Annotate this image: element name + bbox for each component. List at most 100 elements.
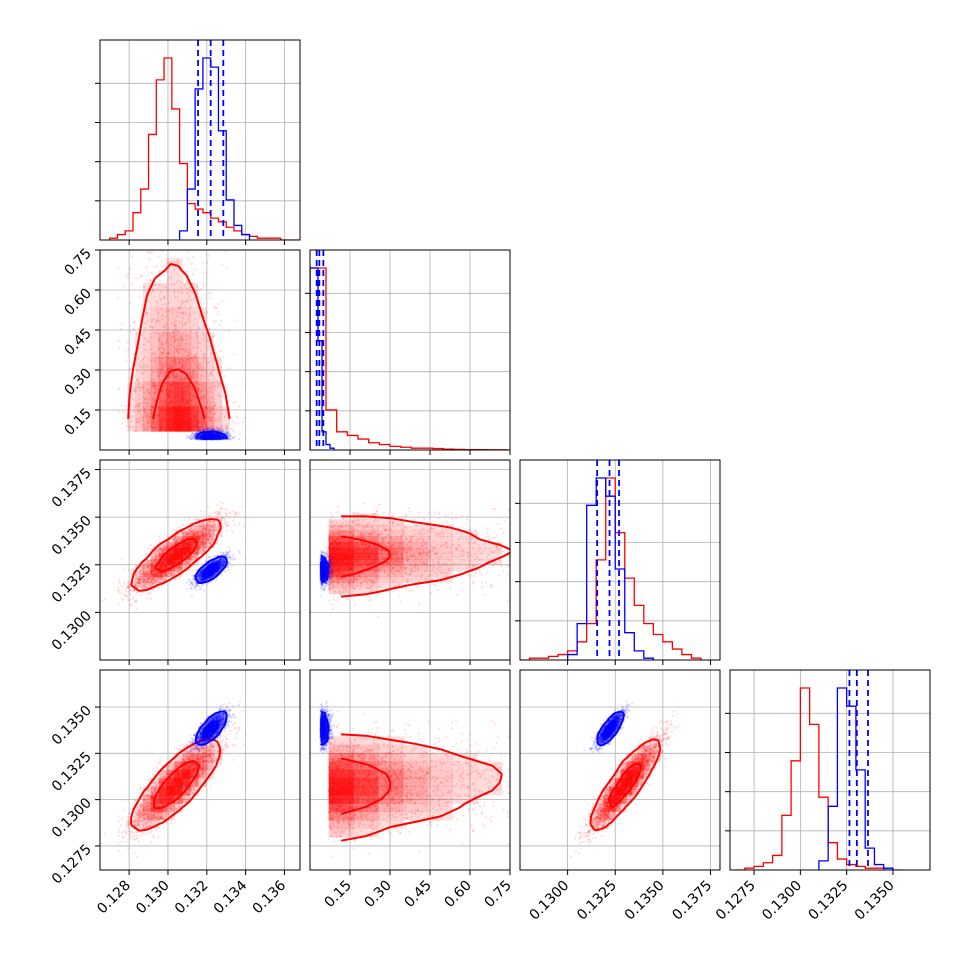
sample-point [208, 405, 211, 408]
sample-point [194, 356, 197, 359]
sample-point [189, 437, 192, 440]
sample-point [170, 336, 174, 339]
sample-point [237, 421, 241, 425]
sample-point [153, 378, 156, 381]
sample-point [231, 426, 234, 430]
sample-point [142, 419, 145, 422]
sample-point [185, 321, 188, 324]
sample-point [132, 389, 135, 392]
sample-point [156, 376, 159, 379]
sample-point [202, 333, 205, 337]
sample-point [134, 389, 137, 393]
sample-point [164, 315, 167, 318]
sample-point [192, 379, 195, 382]
sample-point [140, 352, 143, 355]
sample-point [159, 223, 161, 225]
sample-point [167, 352, 170, 355]
density-cell [213, 406, 223, 432]
sample-point [120, 404, 123, 407]
sample-point [207, 414, 210, 418]
sample-point [153, 384, 156, 388]
sample-point [154, 224, 156, 226]
sample-point [186, 368, 189, 372]
sample-point [158, 279, 161, 282]
sample-point [154, 391, 158, 394]
sample-point [179, 343, 182, 347]
sample-point [231, 436, 234, 439]
sample-point [179, 306, 182, 309]
sample-point [193, 372, 196, 375]
sample-point [193, 434, 196, 437]
sample-point [244, 516, 247, 519]
sample-point [218, 415, 221, 418]
sample-point [159, 269, 162, 272]
sample-point [150, 337, 153, 340]
sample-point [189, 306, 192, 309]
sample-point [147, 397, 150, 401]
sample-point [176, 349, 179, 352]
sample-point [164, 372, 167, 375]
sample-point [190, 377, 193, 380]
sample-point [219, 434, 222, 438]
sample-point [157, 374, 160, 377]
sample-point [174, 577, 177, 581]
sample-point [201, 434, 204, 437]
sample-point [163, 296, 166, 299]
sample-point [199, 435, 203, 438]
sample-point [198, 365, 201, 368]
density-cell [206, 381, 215, 407]
sample-point [148, 281, 151, 284]
sample-point [151, 108, 153, 110]
sample-point [171, 343, 174, 346]
sample-point [241, 505, 244, 508]
sample-point [186, 280, 189, 283]
sample-point [156, 320, 159, 323]
sample-point [161, 351, 164, 355]
sample-point [213, 403, 216, 406]
sample-point [122, 417, 125, 420]
sample-point [213, 419, 216, 422]
sample-point [173, 290, 176, 293]
sample-point [203, 353, 206, 356]
sample-point [225, 424, 228, 427]
sample-point [183, 377, 187, 380]
sample-point [165, 371, 168, 375]
sample-point [168, 309, 171, 312]
sample-point [206, 415, 209, 418]
density-cell [213, 381, 223, 407]
sample-point [147, 421, 150, 425]
sample-point [202, 397, 205, 400]
sample-point [147, 257, 150, 260]
sample-point [173, 351, 176, 354]
sample-point [203, 402, 206, 405]
sample-point [202, 433, 205, 436]
density-cell [206, 332, 215, 358]
sample-point [164, 231, 166, 233]
sample-point [191, 356, 194, 359]
sample-point [169, 343, 172, 346]
sample-point [164, 150, 166, 152]
sample-point [154, 389, 157, 392]
sample-point [143, 397, 147, 400]
sample-point [154, 265, 157, 268]
sample-point [148, 391, 151, 395]
sample-point [157, 374, 160, 378]
sample-point [146, 418, 149, 421]
sample-point [214, 348, 217, 351]
sample-point [159, 357, 162, 360]
sample-point [215, 428, 218, 431]
sample-point [219, 437, 222, 440]
sample-point [137, 362, 141, 366]
sample-point [150, 365, 153, 368]
sample-point [151, 401, 154, 405]
sample-point [143, 427, 146, 430]
sample-point [157, 255, 160, 258]
sample-point [174, 339, 177, 342]
sample-point [160, 362, 164, 365]
sample-point [168, 267, 171, 270]
sample-point [141, 169, 143, 171]
sample-point [140, 275, 143, 278]
sample-point [143, 400, 146, 404]
sample-point [186, 522, 189, 525]
sample-point [183, 363, 186, 366]
